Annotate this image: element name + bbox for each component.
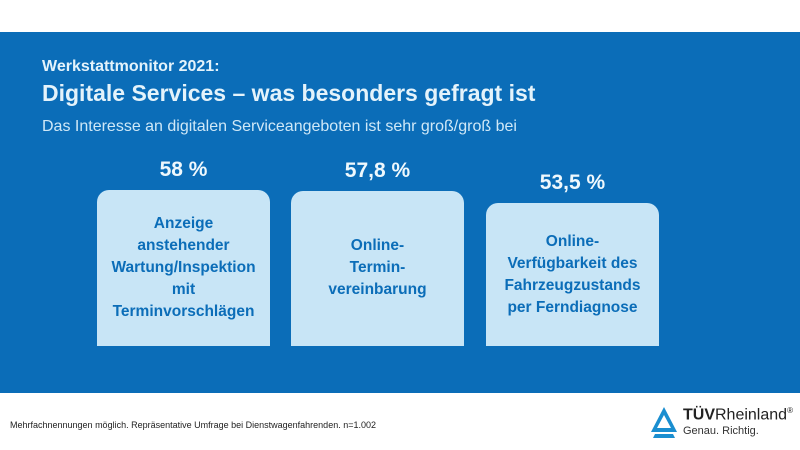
tagline: Genau. Richtig. xyxy=(683,425,759,437)
tuv-triangle-logo-icon xyxy=(651,407,677,438)
service-box: Online- Termin- vereinbarung xyxy=(291,190,464,346)
page-title: Digitale Services – was besonders gefrag… xyxy=(42,80,536,106)
service-box: Online- Verfügbarkeit des Fahrzeugzustan… xyxy=(486,203,659,346)
service-box: Anzeige anstehender Wartung/Inspektion m… xyxy=(97,190,270,346)
subtitle: Das Interesse an digitalen Serviceangebo… xyxy=(42,118,517,135)
footnote: Mehrfachnennungen möglich. Repräsentativ… xyxy=(10,420,376,430)
brand-name: TÜVRheinland® xyxy=(683,406,793,424)
percent-label: 53,5 % xyxy=(539,171,606,195)
percent-label: 58 % xyxy=(159,158,208,181)
percent-label: 57,8 % xyxy=(344,158,411,182)
kicker: Werkstattmonitor 2021: xyxy=(42,58,220,75)
